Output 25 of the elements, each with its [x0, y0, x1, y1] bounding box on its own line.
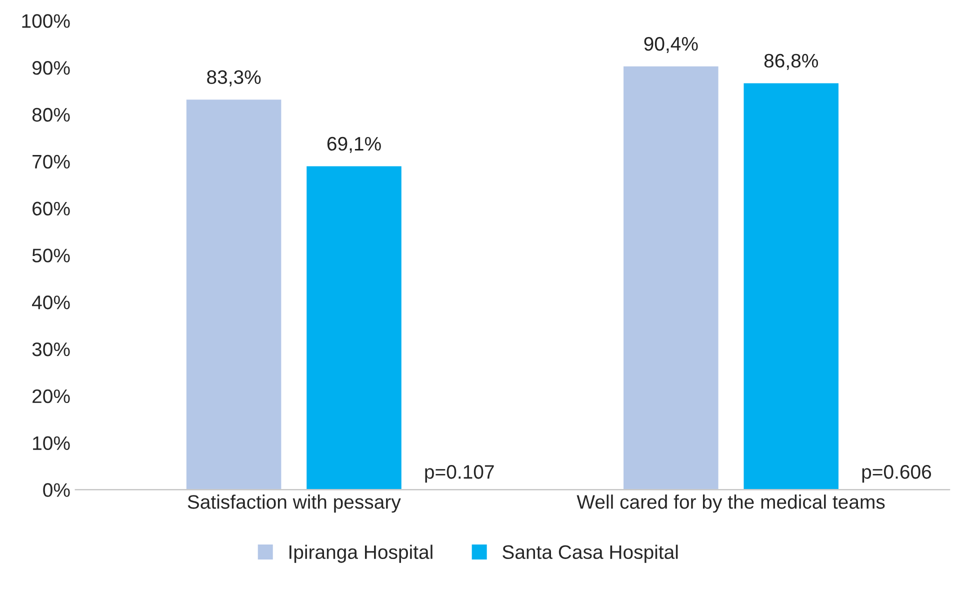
y-tick-label: 0% — [43, 483, 70, 497]
data-label: 69,1% — [327, 136, 381, 153]
x-tick-label: Well cared for by the medical teams — [576, 494, 885, 513]
y-tick-label: 70% — [32, 154, 70, 169]
data-label: 86,8% — [764, 54, 818, 70]
y-tick-label: 80% — [32, 108, 70, 122]
annotation: p=0.606 — [862, 465, 932, 483]
y-tick-label: 60% — [32, 202, 70, 216]
bar — [742, 82, 840, 490]
bar — [305, 164, 403, 490]
data-label: 83,3% — [207, 70, 261, 86]
y-tick-label: 90% — [32, 61, 70, 75]
legend-label: Ipiranga Hospital — [290, 544, 432, 563]
legend-label: Santa Casa Hospital — [502, 544, 678, 563]
y-tick-label: 100% — [22, 14, 70, 28]
bar — [185, 98, 283, 490]
annotation: p=0.107 — [425, 465, 494, 483]
y-tick-label: 30% — [32, 342, 70, 356]
y-tick-label: 50% — [32, 248, 70, 262]
data-label: 90,4% — [644, 36, 698, 54]
y-tick-label: 20% — [32, 389, 70, 404]
bar — [622, 64, 720, 490]
y-tick-label: 40% — [32, 296, 70, 310]
x-tick-label: Satisfaction with pessary — [188, 494, 401, 513]
y-tick-label: 10% — [33, 436, 70, 450]
